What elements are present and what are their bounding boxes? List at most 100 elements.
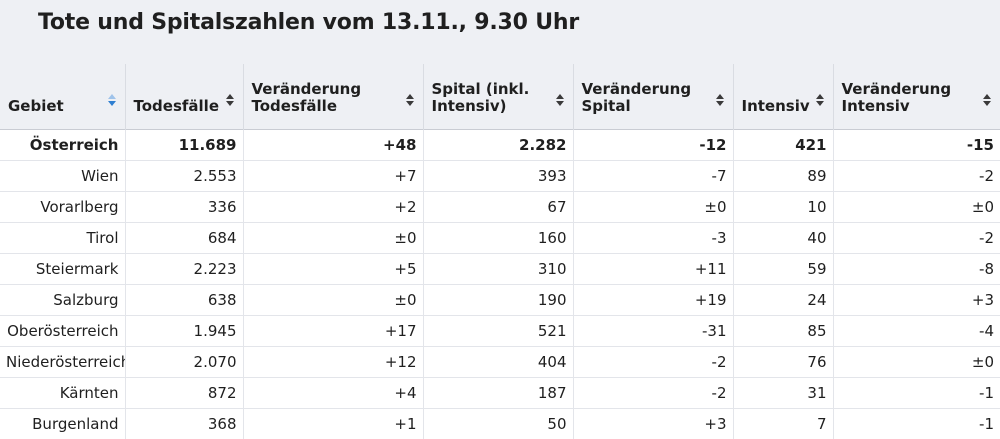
cell-veraenderung-spital: +3 [573,409,733,439]
cell-spital-inkl-intensiv: 160 [423,223,573,254]
cell-spital-inkl-intensiv: 50 [423,409,573,439]
column-header-label: Spital (inkl. Intensiv) [432,81,567,129]
cell-veraenderung-intensiv: -1 [833,378,1000,409]
sort-icon[interactable] [715,93,725,107]
column-header-intensiv[interactable]: Intensiv [733,64,833,130]
cell-veraenderung-spital: -2 [573,347,733,378]
cell-intensiv: 24 [733,285,833,316]
cell-intensiv: 59 [733,254,833,285]
column-header-veraenderung-todesfaelle[interactable]: Veränderung Todesfälle [243,64,423,130]
cell-todesfaelle: 336 [125,192,243,223]
cell-intensiv: 31 [733,378,833,409]
column-header-label: Gebiet [8,98,119,129]
column-header-label: Todesfälle [134,98,237,129]
cell-gebiet: Oberösterreich [0,316,125,347]
cell-spital-inkl-intensiv: 67 [423,192,573,223]
cell-veraenderung-spital: ±0 [573,192,733,223]
cell-spital-inkl-intensiv: 310 [423,254,573,285]
cell-todesfaelle: 684 [125,223,243,254]
cell-veraenderung-intensiv: -1 [833,409,1000,439]
cell-spital-inkl-intensiv: 187 [423,378,573,409]
cell-spital-inkl-intensiv: 404 [423,347,573,378]
cell-intensiv: 421 [733,130,833,161]
cell-intensiv: 85 [733,316,833,347]
cell-gebiet: Österreich [0,130,125,161]
cell-todesfaelle: 872 [125,378,243,409]
cell-veraenderung-intensiv: ±0 [833,192,1000,223]
cell-veraenderung-todesfaelle: +17 [243,316,423,347]
column-header-todesfaelle[interactable]: Todesfälle [125,64,243,130]
cell-gebiet: Niederösterreich [0,347,125,378]
sort-icon[interactable] [815,93,825,107]
cell-todesfaelle: 1.945 [125,316,243,347]
cell-veraenderung-spital: +19 [573,285,733,316]
cell-spital-inkl-intensiv: 2.282 [423,130,573,161]
column-header-label: Veränderung Intensiv [842,81,995,129]
cell-veraenderung-intensiv: -15 [833,130,1000,161]
cell-veraenderung-intensiv: -2 [833,161,1000,192]
cell-veraenderung-todesfaelle: +2 [243,192,423,223]
cell-veraenderung-todesfaelle: ±0 [243,285,423,316]
cell-gebiet: Tirol [0,223,125,254]
cell-veraenderung-intensiv: -2 [833,223,1000,254]
cell-veraenderung-spital: -12 [573,130,733,161]
page-title: Tote und Spitalszahlen vom 13.11., 9.30 … [38,10,579,35]
cell-spital-inkl-intensiv: 190 [423,285,573,316]
cell-veraenderung-intensiv: +3 [833,285,1000,316]
cell-intensiv: 89 [733,161,833,192]
cell-todesfaelle: 2.070 [125,347,243,378]
cell-todesfaelle: 368 [125,409,243,439]
cell-veraenderung-spital: -31 [573,316,733,347]
cell-gebiet: Burgenland [0,409,125,439]
cell-veraenderung-todesfaelle: +1 [243,409,423,439]
cell-gebiet: Kärnten [0,378,125,409]
cell-todesfaelle: 2.553 [125,161,243,192]
cell-veraenderung-intensiv: ±0 [833,347,1000,378]
sort-icon[interactable] [225,93,235,107]
sort-icon[interactable] [982,93,992,107]
cell-veraenderung-spital: -2 [573,378,733,409]
column-header-label: Veränderung Spital [582,81,727,129]
cell-veraenderung-todesfaelle: +5 [243,254,423,285]
column-header-gebiet[interactable]: Gebiet [0,64,125,130]
cell-veraenderung-intensiv: -4 [833,316,1000,347]
cell-veraenderung-todesfaelle: +4 [243,378,423,409]
column-header-veraenderung-intensiv[interactable]: Veränderung Intensiv [833,64,1000,130]
sort-icon[interactable] [107,93,117,107]
cell-spital-inkl-intensiv: 393 [423,161,573,192]
cell-veraenderung-todesfaelle: ±0 [243,223,423,254]
column-header-spital-inkl-intensiv[interactable]: Spital (inkl. Intensiv) [423,64,573,130]
title-bar: Tote und Spitalszahlen vom 13.11., 9.30 … [0,0,1000,64]
cell-todesfaelle: 638 [125,285,243,316]
cell-gebiet: Salzburg [0,285,125,316]
cell-gebiet: Steiermark [0,254,125,285]
column-header-label: Veränderung Todesfälle [252,81,417,129]
sort-icon[interactable] [555,93,565,107]
column-header-veraenderung-spital[interactable]: Veränderung Spital [573,64,733,130]
cell-gebiet: Wien [0,161,125,192]
cell-spital-inkl-intensiv: 521 [423,316,573,347]
cell-veraenderung-todesfaelle: +12 [243,347,423,378]
data-table: Gebiet Todesfälle Veränderung Todesfälle Sp… [0,64,1000,439]
cell-todesfaelle: 2.223 [125,254,243,285]
cell-intensiv: 10 [733,192,833,223]
cell-veraenderung-todesfaelle: +7 [243,161,423,192]
header-row: Gebiet Todesfälle Veränderung Todesfälle Sp… [0,64,1000,130]
cell-intensiv: 40 [733,223,833,254]
sort-icon[interactable] [405,93,415,107]
cell-veraenderung-spital: +11 [573,254,733,285]
cell-veraenderung-spital: -3 [573,223,733,254]
cell-intensiv: 76 [733,347,833,378]
cell-veraenderung-intensiv: -8 [833,254,1000,285]
